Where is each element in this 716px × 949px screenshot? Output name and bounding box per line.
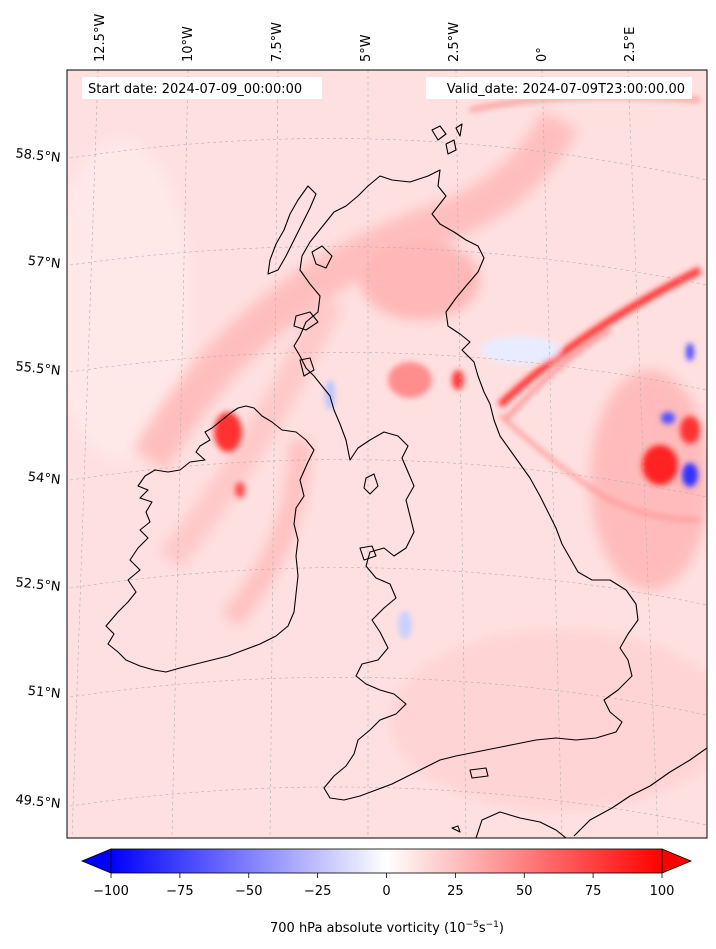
field-max-donegal (214, 412, 242, 452)
field-south-scotland (388, 362, 432, 398)
coastline-orkney (431, 125, 457, 155)
colorbar-tick-label-p75: 75 (585, 884, 602, 899)
field-front-branch (498, 413, 701, 522)
meridian-10w (171, 70, 189, 838)
parallel-49-5 (69, 786, 707, 826)
field-min-north-sea-3 (686, 343, 694, 361)
field-arc-band (132, 110, 578, 470)
coastline-mull (293, 311, 319, 331)
colorbar: −100 −75 −50 −25 0 25 50 75 100 700 hPa absolute… (80, 848, 693, 936)
field-weak-neg-forth (480, 336, 560, 364)
meridian-12-5w (71, 70, 99, 838)
lon-label-5w: 5°W (359, 34, 374, 62)
lat-label-54n: 54°N (27, 470, 61, 488)
lat-label-55-5n: 55.5°N (15, 359, 61, 379)
coastline-great-britain (293, 169, 639, 801)
colorbar-tick-label-p100: 100 (650, 884, 675, 899)
parallel-58-5 (69, 138, 707, 181)
coastline-anglesey (359, 545, 377, 561)
field-weak-neg-clyde (325, 380, 335, 410)
vorticity-field (67, 94, 707, 810)
meridian-0 (541, 70, 563, 838)
lon-label-7-5w: 7.5°W (270, 22, 285, 62)
coastlines (105, 123, 707, 838)
colorbar-gradient (111, 849, 662, 873)
field-weak-neg-wales (398, 611, 412, 639)
lat-label-51n: 51°N (27, 684, 61, 702)
parallel-55-5 (69, 351, 707, 391)
parallel-51 (69, 676, 707, 716)
coastline-normandy (475, 811, 567, 838)
colorbar-label: 700 hPa absolute vorticity (10−5s−1) (270, 920, 504, 936)
parallel-52-5 (69, 567, 707, 606)
lat-label-57n: 57°N (27, 254, 61, 272)
meridian-7-5w (269, 70, 279, 838)
colorbar-tick-label-m50: −50 (235, 884, 262, 899)
field-max-southern-uplands (452, 370, 464, 390)
coastline-isle-of-man (363, 473, 379, 495)
lon-label-0: 0° (535, 47, 550, 62)
coastline-continent (573, 747, 707, 837)
field-weak-west (67, 140, 190, 460)
coastline-channel-islands (451, 825, 461, 833)
lon-label-2-5w: 2.5°W (447, 22, 462, 62)
colorbar-tick-label-m75: −75 (166, 884, 193, 899)
latitude-labels: 58.5°N 57°N 55.5°N 54°N 52.5°N 51°N 49.5… (15, 146, 61, 812)
lon-label-10w: 10°W (181, 26, 196, 62)
start-date-box (82, 77, 322, 99)
meridian-2-5e (627, 70, 659, 838)
colorbar-tick-label-p50: 50 (516, 884, 533, 899)
field-max-north-sea-1 (642, 445, 678, 485)
field-min-north-sea-1 (682, 463, 698, 487)
field-channel (390, 630, 707, 810)
field-ireland-arc (221, 439, 311, 628)
field-max-inland (235, 482, 245, 498)
colorbar-tick-label-m100: −100 (93, 884, 129, 899)
field-highlands (360, 240, 480, 320)
parallel-57 (69, 246, 707, 286)
coastline-ireland (105, 405, 315, 673)
colorbar-tick-label-p25: 25 (447, 884, 464, 899)
start-date-label: Start date: 2024-07-09_00:00:00 (88, 82, 302, 97)
valid-date-box (426, 77, 692, 99)
colorbar-ticks: −100 −75 −50 −25 0 25 50 75 100 (93, 873, 674, 899)
lon-label-2-5e: 2.5°E (623, 27, 638, 62)
coastline-isle-of-wight (469, 767, 489, 779)
lon-label-12-5w: 12.5°W (93, 14, 108, 62)
coastline-islay (299, 357, 315, 377)
longitude-labels: 12.5°W 10°W 7.5°W 5°W 2.5°W 0° 2.5°E (93, 14, 638, 62)
field-min-north-sea-2 (661, 412, 675, 424)
map-area (67, 70, 707, 838)
colorbar-extend-min (80, 848, 112, 874)
coastline-skye (311, 245, 333, 269)
field-front-secondary (503, 328, 612, 422)
parallel-54 (69, 459, 707, 498)
colorbar-extend-max (661, 848, 693, 874)
lat-label-49-5n: 49.5°N (15, 792, 61, 812)
map-frame (66, 69, 708, 839)
field-arc-inner (159, 294, 343, 569)
valid-date-label: Valid_date: 2024-07-09T23:00:00.00 (447, 82, 685, 97)
graticule (69, 70, 707, 838)
coastline-hebrides (267, 185, 317, 275)
lat-label-58-5n: 58.5°N (15, 146, 61, 166)
field-max-north-sea-2 (680, 416, 700, 444)
colorbar-tick-label-m25: −25 (304, 884, 331, 899)
meridian-2-5w (455, 70, 467, 838)
field-front-strong (497, 266, 702, 408)
colorbar-tick-label-0: 0 (382, 884, 390, 899)
lat-label-52-5n: 52.5°N (15, 575, 61, 595)
coastline-shetland (455, 123, 463, 137)
